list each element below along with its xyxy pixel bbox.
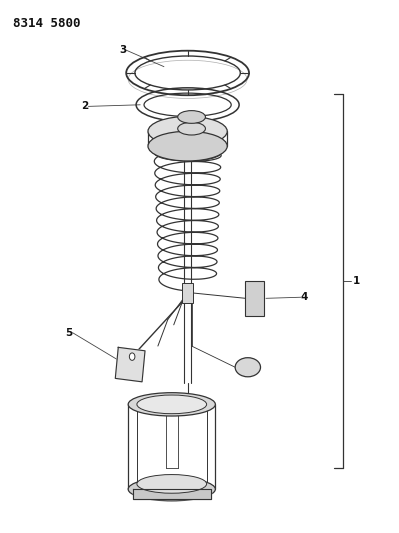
- Bar: [182, 283, 193, 303]
- Ellipse shape: [178, 111, 205, 123]
- Ellipse shape: [148, 116, 227, 146]
- Bar: [245, 281, 265, 316]
- Ellipse shape: [137, 474, 207, 493]
- Ellipse shape: [128, 478, 215, 501]
- Text: 1: 1: [353, 276, 360, 286]
- Text: 8314 5800: 8314 5800: [13, 17, 81, 30]
- Text: 2: 2: [81, 101, 89, 111]
- Circle shape: [129, 353, 135, 360]
- Ellipse shape: [235, 358, 261, 377]
- Text: 3: 3: [119, 45, 126, 55]
- Text: 5: 5: [65, 328, 73, 338]
- Text: 4: 4: [300, 292, 308, 302]
- Ellipse shape: [148, 131, 227, 161]
- Polygon shape: [115, 348, 145, 382]
- Ellipse shape: [128, 393, 215, 416]
- Ellipse shape: [178, 122, 205, 135]
- Polygon shape: [132, 489, 211, 499]
- Ellipse shape: [137, 395, 207, 414]
